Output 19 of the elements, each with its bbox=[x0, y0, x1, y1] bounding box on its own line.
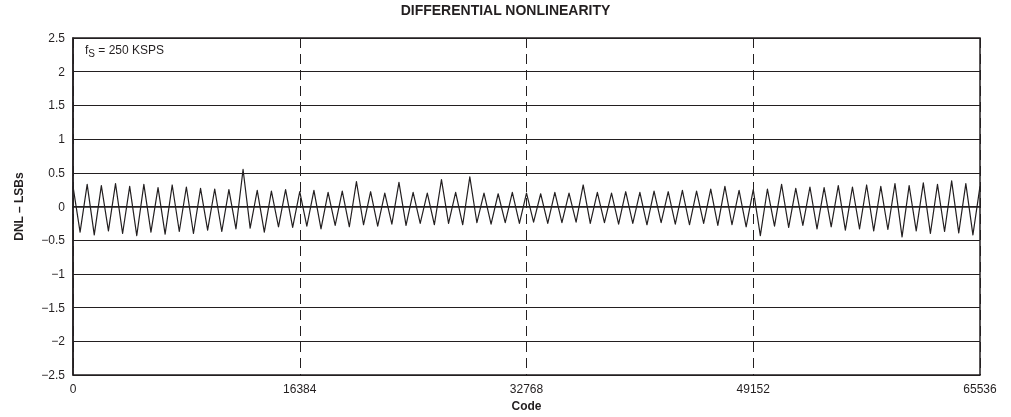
y-tick-label: −2 bbox=[51, 334, 66, 349]
y-tick-label: −0.5 bbox=[41, 233, 66, 248]
y-tick-label: −2.5 bbox=[41, 368, 66, 383]
x-tick-label: 49152 bbox=[736, 382, 771, 397]
x-axis-title: Code bbox=[511, 399, 542, 413]
x-tick-label: 65536 bbox=[963, 382, 998, 397]
y-tick-label: −1.5 bbox=[41, 300, 66, 315]
y-tick-label: 1.5 bbox=[48, 98, 66, 113]
x-tick-label: 16384 bbox=[283, 382, 317, 397]
y-tick-label: 1 bbox=[58, 132, 66, 147]
chart-title: DIFFERENTIAL NONLINEARITY bbox=[400, 2, 612, 18]
y-tick-label: 0 bbox=[58, 199, 66, 214]
x-tick-label: 0 bbox=[69, 382, 77, 397]
y-tick-label: 0.5 bbox=[48, 165, 66, 180]
y-axis-title: DNL – LSBs bbox=[12, 172, 26, 241]
y-tick-label: 2 bbox=[58, 64, 66, 79]
y-tick-label: 2.5 bbox=[48, 31, 66, 45]
x-tick-label: 32768 bbox=[509, 382, 544, 397]
y-tick-label: −1 bbox=[51, 266, 66, 281]
